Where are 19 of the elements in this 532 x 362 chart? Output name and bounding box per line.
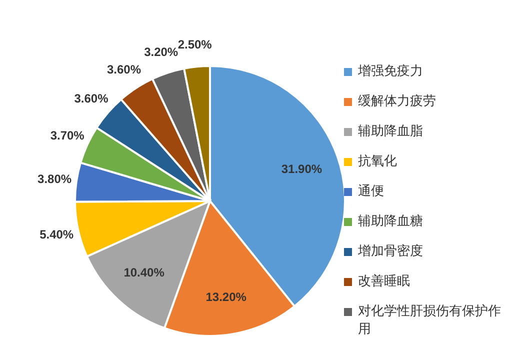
legend-label: 增强免疫力 xyxy=(358,63,423,81)
data-label: 13.20% xyxy=(206,290,247,304)
legend-label: 辅助降血脂 xyxy=(358,123,423,141)
data-label: 5.40% xyxy=(40,227,74,242)
data-label: 2.50% xyxy=(178,38,212,52)
legend-label: 增加骨密度 xyxy=(358,243,423,261)
data-label: 3.60% xyxy=(106,62,142,77)
data-label: 3.60% xyxy=(74,91,109,106)
data-label: 3.20% xyxy=(144,44,178,59)
legend-label: 通便 xyxy=(358,183,384,201)
data-label: 31.90% xyxy=(281,162,322,176)
legend-label: 抗氧化 xyxy=(358,153,397,171)
data-label: 3.80% xyxy=(38,172,72,186)
legend-label: 改善睡眠 xyxy=(358,273,410,291)
data-label: 3.70% xyxy=(50,128,85,142)
data-label: 10.40% xyxy=(124,265,165,280)
legend-label: 缓解体力疲劳 xyxy=(358,93,436,111)
legend-label: 辅助降血糖 xyxy=(358,213,423,231)
legend-label: 对化学性肝损伤有保护作用 xyxy=(358,303,502,339)
